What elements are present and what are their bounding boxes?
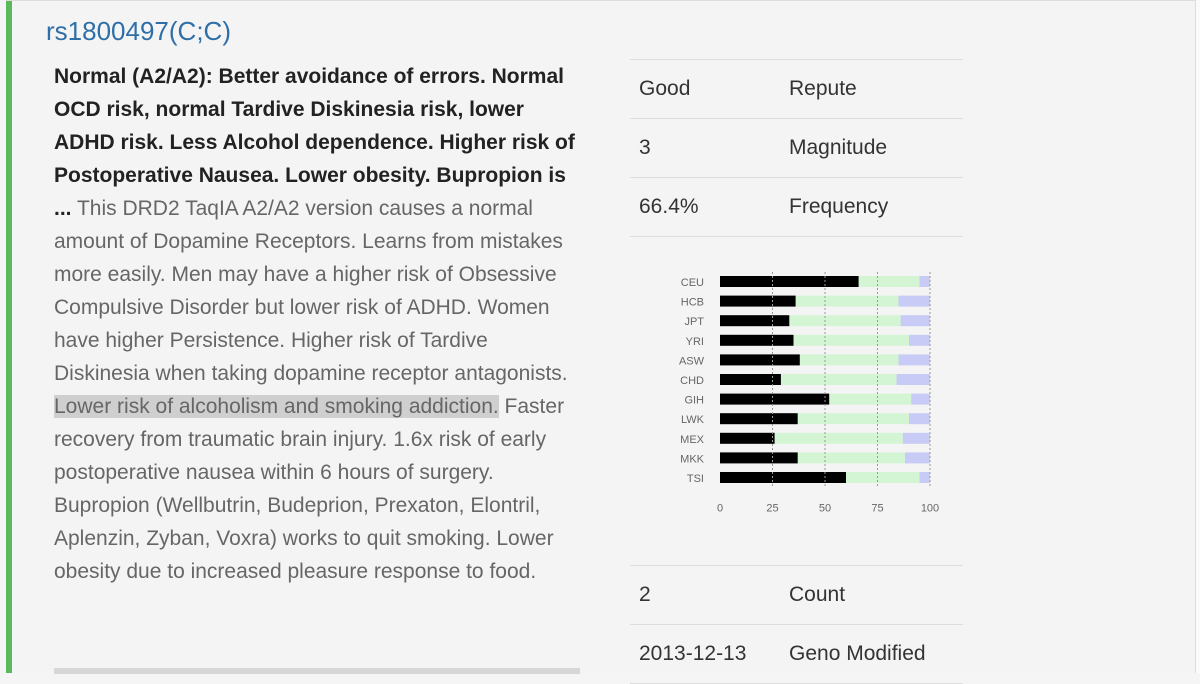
repute-value: Good [630, 59, 789, 119]
bar-ceu-segment-1 [858, 276, 920, 287]
bar-asw-segment-1 [799, 354, 899, 366]
bar-hcb-segment-2 [898, 295, 930, 307]
category-label-chd: CHD [680, 375, 704, 387]
info-row-count: 2 Count [630, 565, 963, 625]
category-label-gih: GIH [684, 395, 704, 407]
info-row-repute: Good Repute [630, 59, 963, 119]
bar-yri-segment-0 [720, 334, 794, 346]
x-tick-25: 25 [766, 503, 778, 515]
bar-jpt-segment-0 [720, 315, 790, 327]
category-label-asw: ASW [679, 355, 705, 367]
bar-chd-segment-0 [720, 374, 781, 385]
bar-ceu-segment-0 [720, 276, 859, 287]
scrollbar-track[interactable] [1195, 0, 1200, 673]
genotype-info-table: Good Repute 3 Magnitude 66.4% Frequency [630, 59, 963, 237]
highlighted-text: Lower risk of alcoholism and smoking add… [54, 395, 499, 418]
category-label-mex: MEX [680, 434, 705, 446]
bar-yri-segment-1 [793, 334, 909, 346]
bar-jpt-segment-1 [789, 315, 901, 327]
population-frequency-chart: CEU HCB JPT YRI ASW CHD GIH LWK MEX MKK TSI 0 25 50 75… [679, 272, 939, 515]
bar-yri-segment-2 [909, 334, 930, 346]
bar-gih-segment-2 [911, 393, 930, 405]
genotype-summary: Normal (A2/A2): Better avoidance of erro… [54, 65, 575, 220]
bar-jpt-segment-2 [900, 315, 930, 327]
bar-tsi-segment-1 [846, 472, 920, 483]
bar-tsi-segment-0 [720, 472, 846, 483]
count-label: Count [789, 565, 963, 625]
frequency-label: Frequency [789, 177, 963, 237]
genotype-meta-table: 2 Count 2013-12-13 Geno Modified [630, 565, 963, 684]
bar-asw-segment-0 [720, 354, 800, 366]
category-label-hcb: HCB [681, 297, 704, 309]
geno-modified-value: 2013-12-13 [630, 624, 789, 684]
bar-gih-segment-0 [720, 393, 830, 405]
category-label-yri: YRI [686, 336, 704, 348]
magnitude-value: 3 [630, 118, 789, 178]
bar-lwk-segment-0 [720, 413, 798, 425]
info-row-frequency: 66.4% Frequency [630, 177, 963, 237]
bar-mkk-segment-2 [904, 452, 930, 464]
bar-gih-segment-1 [829, 393, 912, 405]
category-label-lwk: LWK [681, 414, 705, 426]
bar-mkk-segment-0 [720, 452, 798, 464]
category-label-tsi: TSI [687, 473, 704, 485]
bar-mex-segment-0 [720, 432, 775, 444]
magnitude-label: Magnitude [789, 118, 963, 178]
bar-asw-segment-2 [898, 354, 930, 366]
count-value: 2 [630, 565, 789, 625]
bar-chd-segment-2 [896, 374, 930, 385]
bar-ceu-segment-2 [919, 276, 930, 287]
x-tick-100: 100 [921, 503, 939, 515]
section-divider [54, 668, 580, 674]
bar-hcb-segment-0 [720, 295, 796, 307]
bar-chd-segment-1 [780, 374, 897, 385]
panel-top-border [6, 0, 1200, 5]
bar-lwk-segment-1 [797, 413, 909, 425]
category-label-jpt: JPT [684, 316, 704, 328]
info-row-geno-modified: 2013-12-13 Geno Modified [630, 624, 963, 684]
repute-label: Repute [789, 59, 963, 119]
geno-modified-label: Geno Modified [789, 624, 963, 684]
x-tick-75: 75 [871, 503, 883, 515]
genotype-description: Normal (A2/A2): Better avoidance of erro… [54, 60, 584, 588]
description-text-continued: Faster recovery from traumatic brain inj… [54, 395, 565, 583]
category-label-mkk: MKK [680, 453, 705, 465]
x-tick-0: 0 [717, 503, 723, 515]
description-text: This DRD2 TaqIA A2/A2 version causes a n… [54, 197, 568, 385]
bar-tsi-segment-2 [919, 472, 930, 483]
bar-lwk-segment-2 [909, 413, 930, 425]
frequency-value: 66.4% [630, 177, 789, 237]
info-row-magnitude: 3 Magnitude [630, 118, 963, 178]
bar-mex-segment-1 [774, 432, 903, 444]
bar-mex-segment-2 [902, 432, 930, 444]
genotype-title[interactable]: rs1800497(C;C) [46, 16, 231, 46]
x-tick-50: 50 [819, 503, 831, 515]
bar-mkk-segment-1 [797, 452, 905, 464]
bar-hcb-segment-1 [795, 295, 899, 307]
genotype-panel [6, 0, 1200, 673]
category-label-ceu: CEU [681, 277, 704, 289]
